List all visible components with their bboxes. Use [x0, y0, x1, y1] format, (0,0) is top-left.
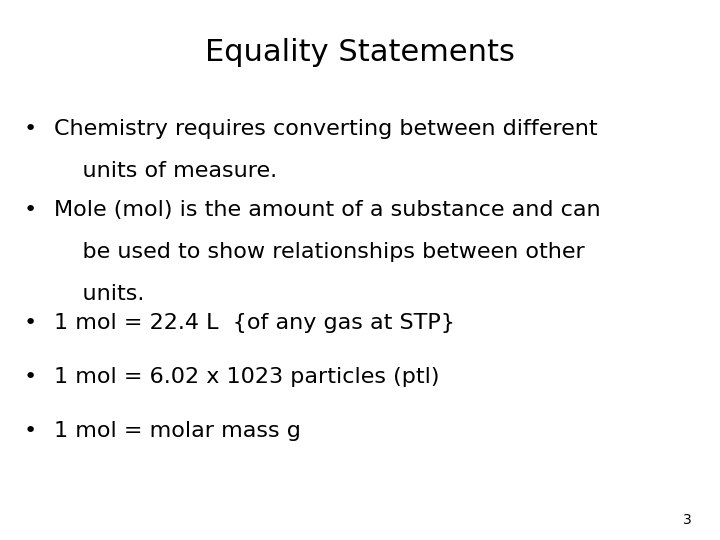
Text: 3: 3 — [683, 512, 691, 526]
Text: Equality Statements: Equality Statements — [205, 38, 515, 67]
Text: •: • — [24, 421, 37, 441]
Text: units.: units. — [54, 284, 145, 304]
Text: 1 mol = molar mass g: 1 mol = molar mass g — [54, 421, 301, 441]
Text: be used to show relationships between other: be used to show relationships between ot… — [54, 242, 585, 262]
Text: 1 mol = 6.02 x 1023 particles (ptl): 1 mol = 6.02 x 1023 particles (ptl) — [54, 367, 439, 387]
Text: Mole (mol) is the amount of a substance and can: Mole (mol) is the amount of a substance … — [54, 200, 600, 220]
Text: •: • — [24, 200, 37, 220]
Text: 1 mol = 22.4 L  {of any gas at STP}: 1 mol = 22.4 L {of any gas at STP} — [54, 313, 455, 333]
Text: •: • — [24, 119, 37, 139]
Text: Chemistry requires converting between different: Chemistry requires converting between di… — [54, 119, 598, 139]
Text: •: • — [24, 313, 37, 333]
Text: •: • — [24, 367, 37, 387]
Text: units of measure.: units of measure. — [54, 161, 277, 181]
